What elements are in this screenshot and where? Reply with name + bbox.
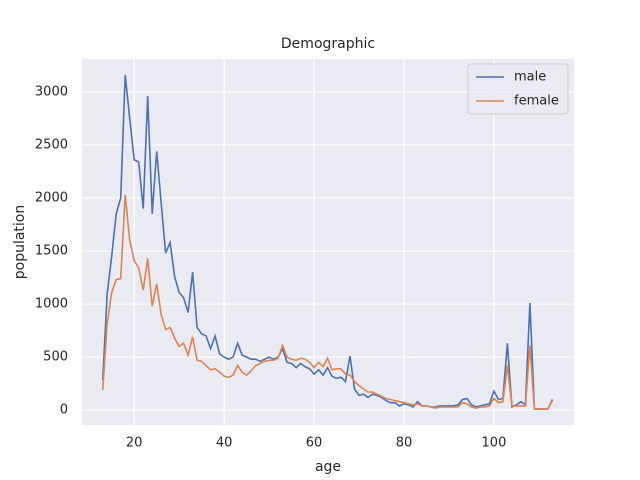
y-tick-label: 0 [60, 403, 68, 418]
y-tick-label: 500 [43, 350, 68, 365]
y-tick-label: 3000 [35, 84, 68, 99]
line-series [101, 74, 554, 410]
x-tick-label: 20 [126, 436, 143, 451]
legend-label: male [514, 70, 546, 85]
y-axis-label: population [12, 205, 28, 280]
legend-label: female [514, 94, 559, 109]
y-tick-label: 2000 [35, 190, 68, 205]
x-tick-label: 60 [306, 436, 323, 451]
x-tick-label: 40 [216, 436, 233, 451]
x-tick-label: 80 [396, 436, 413, 451]
y-tick-label: 1500 [35, 244, 68, 259]
y-tick-label: 2500 [35, 137, 68, 152]
y-tick-label: 1000 [35, 297, 68, 312]
line-series [101, 194, 554, 410]
x-tick-label: 100 [482, 436, 507, 451]
chart-title: Demographic [281, 36, 375, 52]
x-axis-label: age [315, 459, 341, 475]
